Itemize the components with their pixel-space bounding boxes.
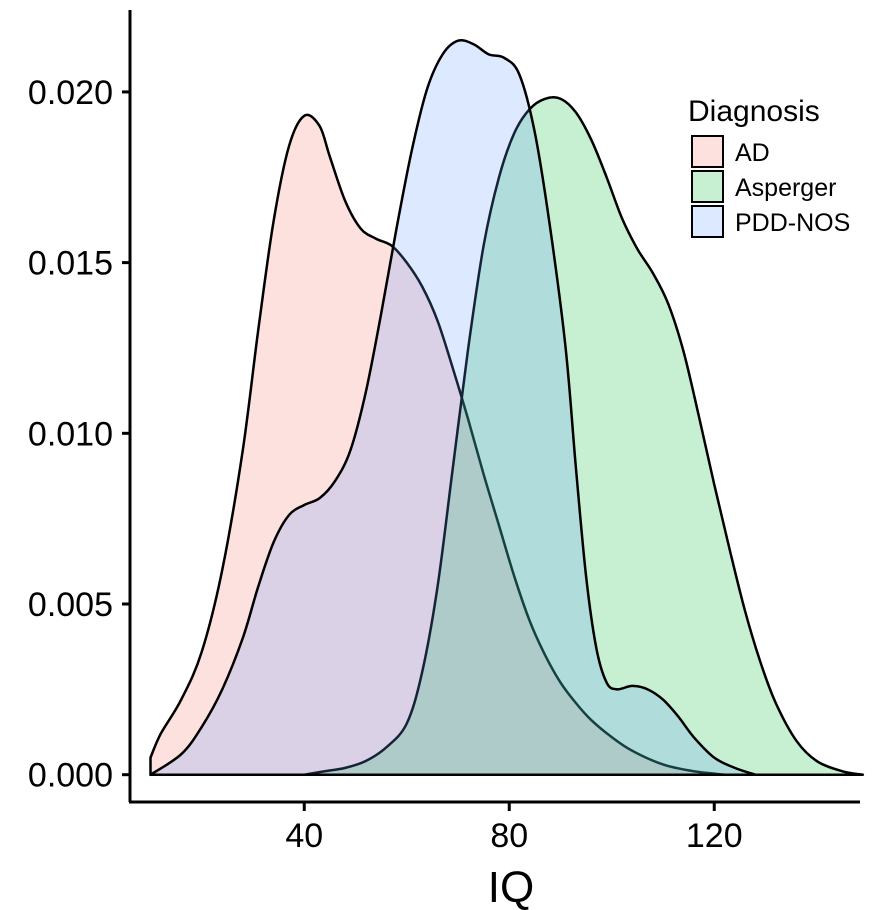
axes: [128, 10, 860, 804]
y-tick-label: 0.005: [28, 586, 113, 624]
legend-label-ad: AD: [735, 139, 770, 167]
legend-swatch-asperger: [691, 170, 724, 203]
legend: Diagnosis AD Asperger PDD-NOS: [688, 95, 850, 238]
legend-swatch-pdd-nos: [691, 205, 724, 238]
x-tick-label: 40: [285, 817, 323, 855]
x-tick-label: 80: [490, 817, 528, 855]
density-area-asperger: [303, 96, 865, 776]
x-axis-title: IQ: [488, 863, 534, 910]
y-tick-label: 0.010: [28, 415, 113, 453]
y-tick-label: 0.020: [28, 74, 113, 112]
legend-title: Diagnosis: [688, 95, 820, 128]
x-ticks: 40 80 120: [285, 802, 743, 855]
x-tick-label: 120: [686, 817, 743, 855]
legend-swatch-ad: [691, 135, 724, 168]
legend-label-asperger: Asperger: [735, 174, 836, 202]
density-area-pdd-nos: [149, 38, 757, 776]
y-tick-label: 0.000: [28, 757, 113, 795]
y-tick-label: 0.015: [28, 245, 113, 283]
y-ticks: 0.000 0.005 0.010 0.015 0.020: [28, 74, 130, 795]
density-area-ad: [149, 113, 726, 776]
legend-label-pdd-nos: PDD-NOS: [735, 209, 850, 237]
plot-area: [149, 38, 865, 776]
